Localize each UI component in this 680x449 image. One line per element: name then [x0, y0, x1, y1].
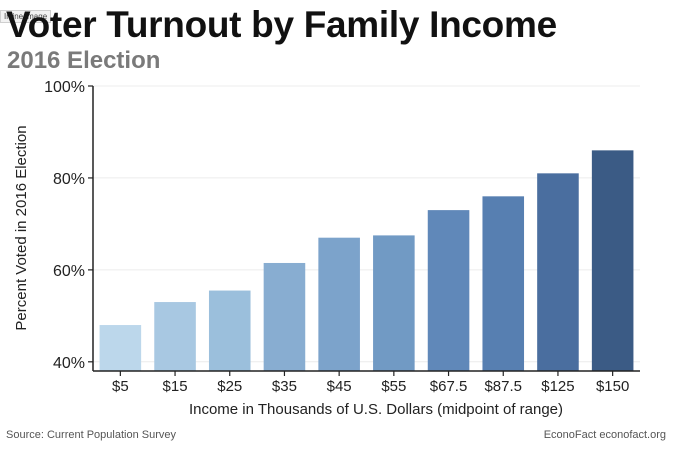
y-tick-label: 40%: [53, 355, 85, 372]
x-tick-label: $35: [272, 378, 297, 395]
bars: [99, 150, 634, 371]
chart-subtitle: 2016 Election: [7, 47, 161, 74]
bar: [208, 290, 251, 371]
bar: [482, 196, 525, 371]
bar: [537, 173, 579, 371]
x-ticks: $5 $15 $25 $35 $45 $55 $67.5 $87.5 $125 $150: [112, 371, 629, 395]
x-tick-label: $67.5: [430, 378, 468, 395]
bar: [154, 302, 196, 371]
x-tick-label: $87.5: [484, 378, 522, 395]
y-tick-label: 100%: [44, 79, 85, 96]
x-tick-label: $5: [112, 378, 129, 395]
y-axis-label: Percent Voted in 2016 Election: [13, 125, 30, 330]
x-tick-label: $25: [217, 378, 242, 395]
bar: [99, 325, 142, 371]
bar: [591, 150, 634, 371]
x-tick-label: $15: [163, 378, 188, 395]
y-tick-label: 80%: [53, 171, 85, 188]
chart-title: Voter Turnout by Family Income: [6, 4, 557, 45]
inline-image-badge: Inline image: [0, 10, 52, 23]
y-ticks: 40% 60% 80% 100%: [44, 79, 93, 372]
bar: [427, 210, 470, 371]
y-tick-label: 60%: [53, 263, 85, 280]
bar: [318, 237, 360, 371]
credit-note: EconoFact econofact.org: [543, 429, 666, 441]
x-axis-label: Income in Thousands of U.S. Dollars (mid…: [189, 401, 563, 418]
bar: [373, 235, 415, 371]
x-tick-label: $150: [596, 378, 629, 395]
bar: [263, 262, 306, 371]
source-note: Source: Current Population Survey: [6, 429, 176, 441]
x-tick-label: $45: [327, 378, 352, 395]
x-tick-label: $55: [381, 378, 406, 395]
x-tick-label: $125: [541, 378, 574, 395]
